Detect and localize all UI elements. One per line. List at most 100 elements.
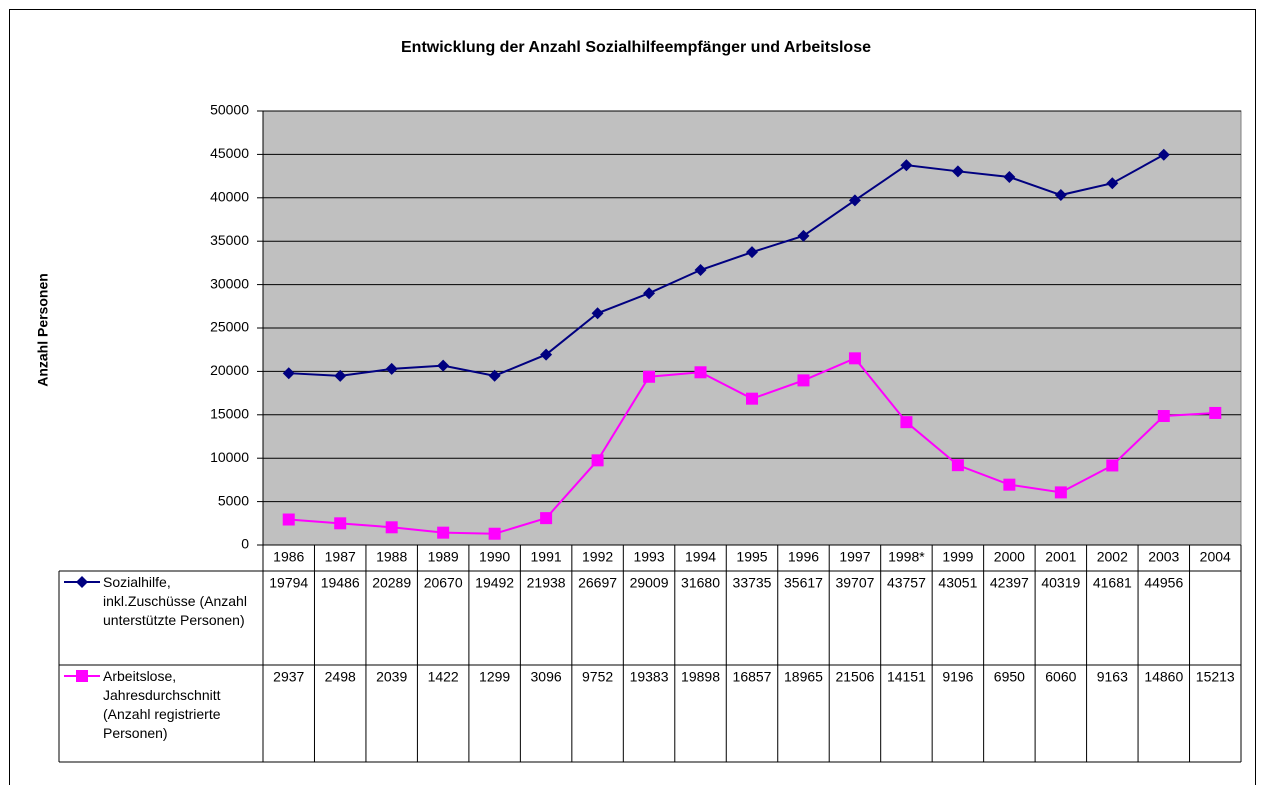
x-tick-label: 1987: [325, 549, 356, 565]
table-value: 26697: [578, 575, 617, 591]
x-tick-label: 1993: [633, 549, 664, 565]
data-point: [1209, 406, 1222, 419]
data-point: [385, 362, 398, 375]
x-tick-label: 2004: [1200, 549, 1231, 565]
table-value: 1422: [428, 669, 459, 685]
y-tick-label: 45000: [210, 145, 249, 161]
table-value: 39707: [835, 575, 874, 591]
data-point: [1106, 177, 1119, 190]
legend-marker: [76, 670, 88, 682]
x-tick-label: 1999: [942, 549, 973, 565]
data-point: [437, 359, 450, 372]
table-value: 42397: [990, 575, 1029, 591]
table-value: 41681: [1093, 575, 1132, 591]
data-point: [488, 527, 501, 540]
x-tick-label: 1991: [531, 549, 562, 565]
x-tick-label: 1989: [428, 549, 459, 565]
data-point: [437, 526, 450, 539]
table-value: 3096: [531, 669, 562, 685]
legend-label: Sozialhilfe, inkl.Zuschüsse (Anzahl unte…: [103, 574, 247, 628]
table-value: 6060: [1045, 669, 1076, 685]
x-tick-label: 1996: [788, 549, 819, 565]
data-point: [385, 521, 398, 534]
x-tick-label: 1992: [582, 549, 613, 565]
data-point: [797, 374, 810, 387]
data-point: [1106, 459, 1119, 472]
table-value: 29009: [630, 575, 669, 591]
y-tick-label: 40000: [210, 189, 249, 205]
x-tick-label: 1998*: [888, 549, 925, 565]
table-value: 19383: [630, 669, 669, 685]
table-value: 43051: [938, 575, 977, 591]
data-point: [746, 392, 758, 405]
x-tick-label: 2000: [994, 549, 1025, 565]
series-line: [288, 153, 1165, 377]
y-tick-label: 10000: [210, 449, 249, 465]
table-value: 9163: [1097, 669, 1128, 685]
table-value: 14151: [887, 669, 926, 685]
data-point: [1003, 170, 1016, 183]
table-value: 6950: [994, 669, 1025, 685]
table-value: 44956: [1144, 575, 1183, 591]
data-point: [540, 512, 553, 525]
y-tick-label: 0: [241, 536, 249, 552]
x-tick-label: 1997: [839, 549, 870, 565]
table-value: 14860: [1144, 669, 1183, 685]
table-value: 43757: [887, 575, 926, 591]
data-point: [694, 366, 707, 379]
data-point: [643, 287, 656, 300]
data-point: [848, 352, 861, 365]
table-value: 16857: [733, 669, 772, 685]
data-point: [694, 264, 707, 277]
y-tick-label: 15000: [210, 406, 249, 422]
data-point: [334, 369, 347, 382]
y-tick-label: 25000: [210, 319, 249, 335]
data-point: [591, 454, 604, 467]
table-value: 2039: [376, 669, 407, 685]
y-axis-label: Anzahl Personen: [35, 273, 51, 387]
table-value: 35617: [784, 575, 823, 591]
data-point: [951, 459, 964, 472]
data-point: [1054, 486, 1067, 499]
data-point: [1157, 148, 1170, 161]
data-point: [1054, 189, 1067, 202]
data-point: [1157, 410, 1170, 423]
data-point: [282, 367, 295, 380]
table-value: 18965: [784, 669, 823, 685]
table-value: 19794: [269, 575, 308, 591]
x-tick-label: 2001: [1045, 549, 1076, 565]
data-point: [282, 513, 295, 526]
table-value: 19492: [475, 575, 514, 591]
table-value: 31680: [681, 575, 720, 591]
y-tick-label: 50000: [210, 102, 249, 118]
y-tick-label: 30000: [210, 275, 249, 291]
data-point: [900, 416, 913, 429]
data-point: [900, 159, 913, 172]
y-tick-label: 5000: [218, 492, 249, 508]
table-value: 9752: [582, 669, 613, 685]
x-tick-label: 1995: [736, 549, 767, 565]
legend-marker: [76, 576, 88, 588]
table-value: 2498: [325, 669, 356, 685]
data-point: [797, 229, 810, 242]
x-tick-label: 2003: [1148, 549, 1179, 565]
table-value: 1299: [479, 669, 510, 685]
data-point: [746, 246, 758, 259]
x-tick-label: 1988: [376, 549, 407, 565]
data-point: [591, 307, 604, 320]
table-value: 40319: [1041, 575, 1080, 591]
x-tick-label: 1986: [273, 549, 304, 565]
data-point: [488, 369, 501, 382]
data-point: [334, 517, 347, 530]
table-value: 15213: [1196, 669, 1235, 685]
table-value: 20289: [372, 575, 411, 591]
x-tick-label: 1990: [479, 549, 510, 565]
y-tick-label: 20000: [210, 362, 249, 378]
chart-title: Entwicklung der Anzahl Sozialhilfeempfän…: [401, 39, 871, 56]
data-point: [643, 370, 656, 383]
table-value: 19898: [681, 669, 720, 685]
y-tick-label: 35000: [210, 232, 249, 248]
x-tick-label: 2002: [1097, 549, 1128, 565]
